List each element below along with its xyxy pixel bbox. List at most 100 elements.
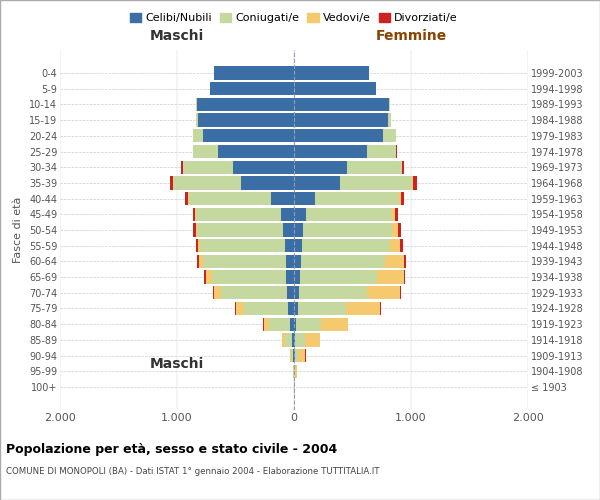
Bar	[294, 66, 369, 80]
Bar	[193, 224, 196, 236]
Bar	[377, 270, 404, 284]
Bar	[294, 82, 376, 96]
Bar	[398, 224, 401, 236]
Bar	[294, 114, 388, 127]
Bar	[298, 349, 305, 362]
Bar	[241, 176, 294, 190]
Bar	[203, 129, 294, 142]
Bar	[286, 270, 294, 284]
Bar	[296, 318, 321, 331]
Bar	[385, 254, 404, 268]
Bar	[288, 302, 294, 315]
Bar	[294, 129, 383, 142]
Bar	[315, 192, 400, 205]
Bar	[294, 176, 340, 190]
Bar	[212, 270, 286, 284]
Bar	[294, 254, 301, 268]
Bar	[197, 224, 283, 236]
Bar	[181, 160, 182, 174]
Bar	[196, 114, 198, 127]
Bar	[301, 254, 385, 268]
Bar	[269, 318, 290, 331]
Bar	[400, 192, 401, 205]
Bar	[294, 145, 367, 158]
Bar	[304, 224, 392, 236]
Bar	[400, 286, 401, 300]
Bar	[389, 98, 390, 111]
Bar	[206, 270, 212, 284]
Bar	[285, 239, 294, 252]
Bar	[210, 82, 294, 96]
Bar	[198, 114, 294, 127]
Bar	[196, 239, 198, 252]
Bar	[404, 254, 406, 268]
Bar	[294, 302, 298, 315]
Bar	[287, 286, 294, 300]
Bar	[294, 349, 295, 362]
Bar	[412, 176, 413, 190]
Bar	[294, 98, 389, 111]
Bar	[290, 349, 291, 362]
Bar	[213, 286, 214, 300]
Bar	[199, 254, 203, 268]
Bar	[283, 224, 294, 236]
Text: COMUNE DI MONOPOLI (BA) - Dati ISTAT 1° gennaio 2004 - Elaborazione TUTTITALIA.I: COMUNE DI MONOPOLI (BA) - Dati ISTAT 1° …	[6, 468, 380, 476]
Bar	[197, 254, 199, 268]
Bar	[395, 208, 398, 221]
Bar	[401, 192, 404, 205]
Bar	[196, 224, 197, 236]
Bar	[193, 145, 218, 158]
Bar	[214, 66, 294, 80]
Bar	[392, 208, 395, 221]
Bar	[347, 160, 401, 174]
Bar	[383, 129, 396, 142]
Bar	[392, 224, 398, 236]
Bar	[203, 254, 286, 268]
Bar	[300, 270, 377, 284]
Bar	[271, 192, 294, 205]
Bar	[218, 145, 294, 158]
Bar	[340, 176, 412, 190]
Bar	[400, 239, 403, 252]
Bar	[200, 239, 285, 252]
Bar	[233, 160, 294, 174]
Bar	[189, 192, 271, 205]
Bar	[388, 114, 391, 127]
Bar	[235, 302, 244, 315]
Text: Maschi: Maschi	[150, 29, 204, 43]
Bar	[173, 176, 241, 190]
Bar	[214, 286, 221, 300]
Bar	[294, 192, 315, 205]
Bar	[205, 270, 206, 284]
Bar	[367, 286, 400, 300]
Bar	[197, 98, 294, 111]
Bar	[183, 160, 233, 174]
Bar	[281, 208, 294, 221]
Text: Maschi: Maschi	[150, 357, 204, 371]
Bar	[292, 333, 294, 346]
Bar	[298, 302, 346, 315]
Bar	[413, 176, 417, 190]
Bar	[283, 333, 285, 346]
Bar	[193, 208, 195, 221]
Bar	[294, 208, 306, 221]
Legend: Celibi/Nubili, Coniugati/e, Vedovi/e, Divorziati/e: Celibi/Nubili, Coniugati/e, Vedovi/e, Di…	[128, 10, 460, 26]
Bar	[294, 239, 302, 252]
Bar	[285, 333, 292, 346]
Bar	[295, 333, 305, 346]
Bar	[321, 318, 348, 331]
Bar	[346, 302, 380, 315]
Bar	[305, 333, 320, 346]
Bar	[244, 302, 288, 315]
Bar	[404, 270, 405, 284]
Bar	[198, 239, 200, 252]
Bar	[294, 224, 304, 236]
Bar	[390, 239, 400, 252]
Bar	[290, 318, 294, 331]
Bar	[306, 208, 392, 221]
Bar	[294, 270, 300, 284]
Bar	[294, 286, 299, 300]
Bar	[291, 349, 293, 362]
Bar	[294, 160, 347, 174]
Bar	[195, 208, 196, 221]
